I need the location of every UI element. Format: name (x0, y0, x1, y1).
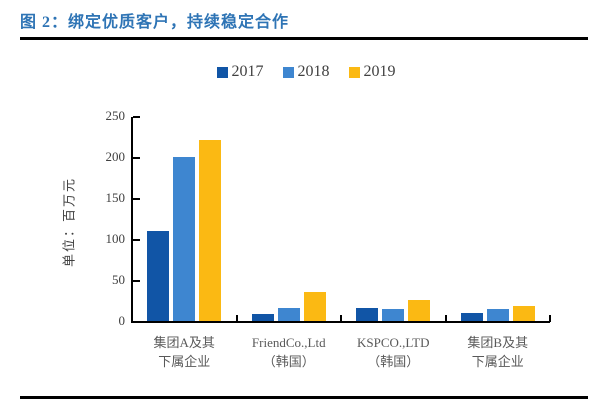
figure-title: 图 2：绑定优质客户，持续稳定合作 (20, 14, 290, 31)
x-category-label-line: （韩国） (262, 354, 315, 369)
x-boundary-tick-2 (340, 315, 342, 322)
y-tick-label-50: 50 (112, 272, 125, 287)
legend-swatch-2019 (348, 66, 360, 78)
y-tick-150 (133, 198, 140, 200)
x-category-label-2: FriendCo.,Ltd （韩国） (224, 333, 354, 371)
y-tick-250 (133, 116, 140, 118)
y-axis-unit-label: 单位：百万元 (61, 176, 77, 268)
y-tick-label-200: 200 (105, 149, 126, 164)
bar-2019-category-3 (408, 299, 431, 321)
x-axis (131, 321, 550, 323)
legend-item-2019: 2019 (348, 63, 396, 81)
legend-label-2019: 2019 (363, 63, 396, 80)
bar-2017-category-2 (251, 313, 274, 321)
y-axis (131, 117, 133, 323)
legend-item-2017: 2017 (216, 63, 264, 81)
x-category-label-3: KSPCO.,LTD （韩国） (328, 333, 458, 371)
legend-swatch-2018 (282, 66, 294, 78)
bar-2017-category-4 (460, 312, 483, 321)
x-category-label-1: 集团A及其下属企业 (119, 333, 249, 371)
bar-2017-category-1 (147, 230, 170, 321)
title-underline (20, 37, 588, 40)
x-category-label-line: 集团A及其 (153, 335, 215, 350)
bar-2019-category-1 (199, 139, 222, 321)
x-category-label-line: FriendCo.,Ltd (251, 335, 326, 350)
x-boundary-tick-1 (235, 315, 238, 322)
y-tick-200 (133, 157, 140, 159)
bar-2017-category-3 (356, 307, 379, 321)
bar-2018-category-4 (486, 308, 509, 321)
x-boundary-tick-3 (444, 315, 447, 322)
y-tick-100 (133, 239, 140, 241)
x-category-label-line: 下属企业 (471, 354, 524, 369)
x-boundary-tick-4 (549, 315, 551, 322)
x-category-label-line: （韩国） (367, 354, 420, 369)
y-tick-50 (133, 280, 140, 282)
y-tick-label-150: 150 (105, 190, 126, 205)
x-category-label-line: 下属企业 (158, 354, 211, 369)
y-tick-label-100: 100 (105, 231, 126, 246)
bar-2019-category-4 (512, 306, 535, 321)
bar-2019-category-2 (303, 292, 326, 321)
x-category-label-line: 集团B及其 (467, 335, 529, 350)
x-category-label-line: KSPCO.,LTD (357, 335, 430, 350)
bar-2018-category-3 (382, 308, 405, 321)
legend-swatch-2017 (216, 66, 228, 78)
bar-2018-category-1 (173, 157, 196, 321)
bar-2018-category-2 (277, 307, 300, 321)
x-category-label-4: 集团B及其下属企业 (433, 333, 563, 371)
y-tick-label-0: 0 (118, 313, 126, 328)
legend-label-2018: 2018 (297, 63, 330, 80)
y-tick-label-250: 250 (105, 108, 126, 123)
figure-bottom-rule (20, 396, 588, 399)
legend-item-2018: 2018 (282, 63, 330, 81)
chart-legend: 2017 2018 2019 (0, 62, 612, 82)
legend-label-2017: 2017 (231, 63, 264, 80)
